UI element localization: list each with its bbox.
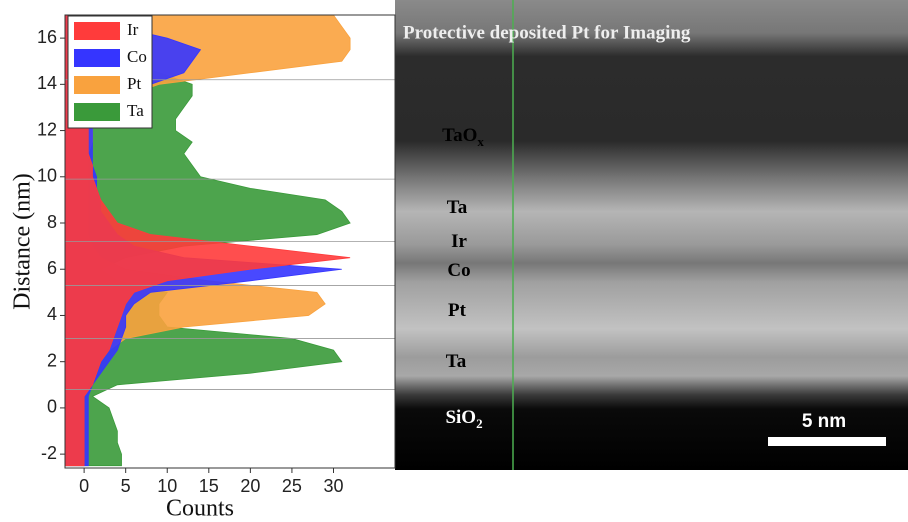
legend-swatch	[74, 76, 120, 94]
layer-label: Co	[447, 260, 470, 281]
x-tick-label: 20	[240, 476, 260, 496]
x-tick-label: 0	[79, 476, 89, 496]
layer-subscript: 2	[476, 416, 483, 431]
layer-label: SiO2	[445, 407, 482, 431]
tem-background	[395, 0, 908, 470]
scale-bar	[768, 437, 886, 446]
legend: Ir Co Pt Ta	[67, 15, 153, 129]
layer-name: Ta	[446, 351, 467, 372]
y-tick-label: 6	[47, 258, 57, 278]
y-tick-label: 0	[47, 397, 57, 417]
legend-label: Co	[127, 47, 147, 66]
layer-label: Pt	[448, 300, 467, 321]
caption: Protective deposited Pt for Imaging	[403, 22, 691, 43]
legend-swatch	[74, 103, 120, 121]
layer-name: Co	[447, 260, 470, 281]
layer-name: Ir	[451, 231, 467, 252]
layer-name: SiO	[445, 407, 476, 428]
legend-swatch	[74, 22, 120, 40]
y-tick-label: 12	[37, 119, 57, 139]
x-tick-label: 25	[282, 476, 302, 496]
plot-frame	[64, 14, 396, 469]
tem-image: Protective deposited Pt for Imaging 5 nm…	[395, 0, 908, 470]
layer-label: Ta	[447, 197, 468, 218]
legend-label: Ir	[127, 20, 139, 39]
y-tick-label: 2	[47, 350, 57, 370]
y-tick-label: 16	[37, 27, 57, 47]
layer-label: Ta	[446, 351, 467, 372]
scale-bar-label: 5 nm	[802, 411, 846, 432]
x-tick-label: 5	[121, 476, 131, 496]
y-tick-label: 10	[37, 166, 57, 186]
legend-label: Pt	[127, 74, 141, 93]
layer-label: Ir	[451, 231, 467, 252]
x-tick-label: 15	[199, 476, 219, 496]
layer-name: TaO	[442, 125, 477, 146]
legend-swatch	[74, 49, 120, 67]
layer-subscript: x	[477, 134, 484, 149]
y-tick-label: 14	[37, 73, 57, 93]
layer-label: TaOx	[442, 125, 484, 149]
x-tick-label: 10	[157, 476, 177, 496]
y-tick-label: -2	[41, 443, 57, 463]
legend-label: Ta	[127, 101, 144, 120]
y-tick-label: 8	[47, 212, 57, 232]
layer-name: Pt	[448, 300, 467, 321]
y-axis-label: Distance (nm)	[10, 173, 36, 310]
x-axis-label: Counts	[166, 496, 234, 522]
chart: 0 5 10 15 20 25 30 -2 0 2 4 6 8 10 12 14 16 Counts Distanc…	[10, 14, 396, 522]
y-tick-label: 4	[47, 304, 57, 324]
x-tick-label: 30	[323, 476, 343, 496]
layer-name: Ta	[447, 197, 468, 218]
